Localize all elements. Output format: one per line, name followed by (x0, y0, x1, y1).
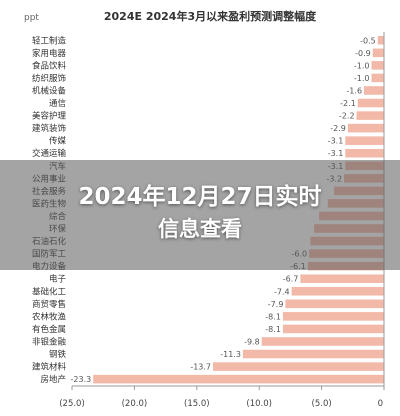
category-label-20: 基础化工 (32, 286, 67, 297)
value-label-9: -3.1 (328, 149, 344, 158)
category-label-24: 非银金融 (32, 336, 67, 347)
category-label-9: 交通运输 (32, 148, 67, 159)
x-tick-label-5: 0 (378, 399, 383, 409)
category-label-8: 传媒 (49, 136, 67, 147)
value-label-23: -8.1 (265, 325, 281, 334)
bar-23 (282, 324, 384, 334)
category-label-4: 机械设备 (32, 85, 67, 96)
bar-3 (371, 73, 384, 83)
category-label-26: 建筑材料 (32, 362, 67, 373)
bar-21 (285, 299, 384, 309)
bar-24 (261, 337, 384, 346)
bar-19 (300, 274, 384, 283)
bar-0 (377, 36, 384, 45)
overlay-subheadline: 信息查看 (158, 217, 242, 241)
bar-1 (372, 48, 384, 58)
value-label-6: -2.2 (339, 112, 355, 121)
value-label-27: -23.3 (71, 375, 92, 384)
category-label-2: 食品饮料 (32, 60, 67, 71)
bar-9 (345, 148, 384, 158)
bar-4 (364, 86, 384, 95)
x-tick-label-2: (15.0) (184, 399, 210, 409)
overlay-banner (0, 160, 400, 270)
chart-unit-label: ppt (24, 13, 39, 23)
category-label-3: 纺织服饰 (32, 73, 67, 84)
bar-20 (291, 287, 384, 296)
value-label-21: -7.9 (268, 300, 284, 309)
category-label-0: 轻工制造 (32, 35, 67, 46)
value-label-25: -11.3 (220, 350, 241, 359)
x-tick-label-4: (5.0) (312, 399, 332, 409)
category-label-21: 商贸零售 (32, 299, 66, 310)
value-label-0: -0.5 (360, 36, 376, 45)
value-label-4: -1.6 (346, 86, 362, 95)
value-label-26: -13.7 (190, 363, 211, 372)
bar-6 (356, 111, 384, 120)
category-label-23: 有色金属 (32, 324, 66, 335)
category-label-19: 电子 (49, 274, 67, 285)
bar-7 (347, 123, 384, 133)
value-label-19: -6.7 (283, 275, 299, 284)
bar-27 (93, 374, 384, 384)
value-label-5: -2.1 (340, 99, 356, 108)
bar-25 (242, 349, 384, 359)
overlay-headline: 2024年12月27日实时 (78, 184, 322, 210)
value-label-3: -1.0 (354, 74, 370, 83)
bar-2 (371, 61, 384, 70)
bar-5 (357, 98, 384, 108)
x-tick-label-1: (20.0) (122, 399, 148, 409)
category-label-6: 美容护理 (32, 111, 67, 122)
category-label-1: 家用电器 (32, 48, 67, 59)
x-ticks-group: (25.0) (20.0) (15.0) (10.0) (5.0) 0 (59, 386, 385, 409)
bar-8 (345, 136, 384, 145)
value-label-20: -7.4 (274, 287, 290, 296)
category-label-25: 钢铁 (49, 349, 67, 360)
x-tick-label-3: (10.0) (246, 399, 272, 409)
x-tick-label-0: (25.0) (59, 399, 85, 409)
value-label-22: -8.1 (265, 312, 281, 321)
bar-26 (213, 362, 384, 371)
value-label-24: -9.8 (244, 337, 260, 346)
category-label-27: 房地产 (40, 374, 66, 385)
category-label-22: 农林牧渔 (32, 311, 67, 322)
value-label-1: -0.9 (355, 49, 371, 58)
bar-22 (282, 312, 384, 321)
value-label-8: -3.1 (328, 137, 344, 146)
category-label-5: 通信 (49, 98, 67, 109)
category-label-7: 建筑装饰 (32, 123, 67, 134)
value-label-7: -2.9 (330, 124, 346, 133)
value-label-2: -1.0 (354, 61, 370, 70)
chart-title: 2024E 2024年3月以来盈利预测调整幅度 (104, 9, 317, 23)
